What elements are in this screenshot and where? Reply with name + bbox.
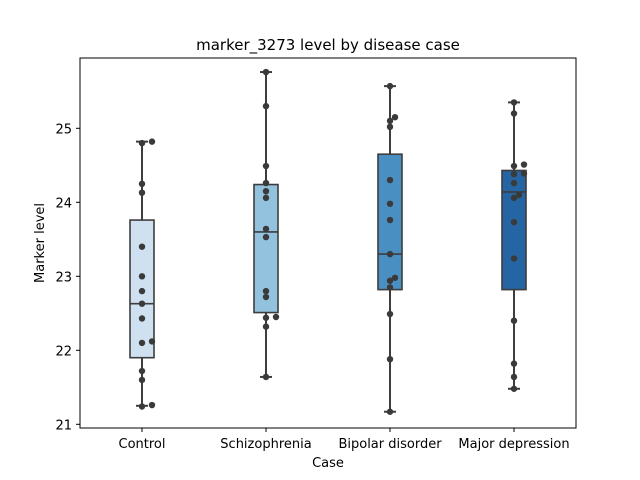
- data-point: [148, 138, 156, 145]
- data-point: [262, 233, 270, 241]
- data-point: [148, 338, 156, 345]
- data-point: [510, 219, 518, 226]
- data-point: [138, 367, 146, 375]
- data-point: [386, 82, 394, 90]
- plot-area: [129, 68, 528, 415]
- data-point: [138, 180, 146, 187]
- data-point: [510, 373, 518, 381]
- data-point: [262, 188, 270, 195]
- data-point: [262, 68, 270, 76]
- y-tick-label: 24: [55, 196, 72, 211]
- data-point: [262, 287, 270, 295]
- data-point: [262, 179, 270, 187]
- x-tick-label: Schizophrenia: [220, 437, 311, 452]
- data-point: [138, 139, 146, 147]
- data-point: [138, 376, 146, 384]
- data-point: [138, 273, 146, 280]
- iqr-box: [253, 183, 279, 314]
- x-tick-label: Major depression: [458, 437, 569, 452]
- iqr-box: [501, 169, 527, 291]
- y-tick-label: 25: [55, 122, 72, 137]
- data-point: [520, 170, 528, 177]
- data-point: [386, 277, 394, 284]
- data-point: [272, 313, 280, 321]
- data-point: [262, 102, 270, 110]
- data-point: [386, 408, 394, 415]
- x-axis: Control Schizophrenia Bipolar disorder Majo…: [119, 428, 570, 452]
- data-point: [510, 194, 518, 202]
- data-point: [386, 216, 394, 224]
- data-point: [262, 194, 270, 202]
- data-point: [138, 300, 146, 307]
- data-point: [510, 99, 518, 106]
- data-point: [510, 255, 518, 262]
- data-point: [386, 250, 394, 258]
- data-point: [138, 315, 146, 322]
- data-point: [386, 355, 394, 363]
- data-point: [262, 373, 270, 381]
- data-point: [520, 161, 528, 168]
- data-point: [510, 162, 518, 170]
- data-point: [510, 179, 518, 187]
- box-group-major-depression: [501, 99, 528, 392]
- data-point: [510, 170, 518, 178]
- data-point: [391, 274, 399, 281]
- data-point: [386, 310, 394, 318]
- data-point: [510, 317, 518, 324]
- x-tick-label: Bipolar disorder: [338, 437, 442, 452]
- data-point: [510, 360, 518, 367]
- box-group-control: [129, 138, 156, 410]
- data-point: [262, 323, 270, 330]
- data-point: [386, 176, 394, 184]
- y-tick-label: 23: [55, 270, 72, 285]
- data-point: [138, 403, 146, 410]
- data-point: [148, 401, 156, 409]
- y-tick-label: 21: [55, 418, 72, 433]
- data-point: [138, 339, 146, 347]
- y-tick-label: 22: [55, 344, 72, 359]
- data-point: [386, 117, 394, 125]
- data-point: [262, 314, 270, 321]
- data-point: [138, 243, 146, 250]
- chart-title: marker_3273 level by disease case: [196, 36, 460, 55]
- box-group-bipolar-disorder: [377, 82, 403, 415]
- x-axis-label: Case: [312, 456, 344, 471]
- data-point: [386, 200, 394, 207]
- data-point: [138, 189, 146, 196]
- data-point: [262, 225, 270, 233]
- data-point: [262, 162, 270, 170]
- box-group-schizophrenia: [253, 68, 280, 381]
- x-tick-label: Control: [119, 437, 166, 452]
- data-point: [262, 293, 270, 301]
- data-point: [138, 287, 146, 295]
- data-point: [510, 385, 518, 392]
- data-point: [386, 284, 394, 291]
- data-point: [510, 110, 518, 117]
- y-axis-label: Marker level: [33, 203, 48, 283]
- plot-frame: [79, 57, 577, 429]
- y-axis: 21 22 23 24 25: [55, 122, 80, 433]
- data-point: [515, 191, 523, 199]
- data-point: [386, 123, 394, 131]
- data-point: [391, 114, 399, 121]
